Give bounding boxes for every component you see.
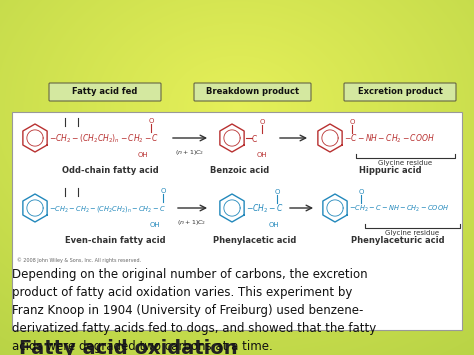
Text: Excretion product: Excretion product: [357, 87, 442, 97]
Text: O: O: [358, 189, 364, 195]
Text: Fatty acid oxidation: Fatty acid oxidation: [19, 339, 237, 355]
Text: Fatty acid fed: Fatty acid fed: [73, 87, 137, 97]
Text: O: O: [349, 119, 355, 125]
Text: OH: OH: [150, 222, 160, 228]
Text: $-CH_2-C-NH-CH_2-COOH$: $-CH_2-C-NH-CH_2-COOH$: [349, 204, 449, 214]
FancyBboxPatch shape: [49, 83, 161, 101]
Text: O: O: [259, 119, 264, 125]
Text: Odd-chain fatty acid: Odd-chain fatty acid: [62, 166, 158, 175]
Text: Depending on the original number of carbons, the excretion
product of fatty acid: Depending on the original number of carb…: [12, 268, 376, 353]
Text: Glycine residue: Glycine residue: [378, 160, 433, 166]
Text: $-CH_2-C$: $-CH_2-C$: [246, 203, 284, 215]
Text: $(n+1)C_2$: $(n+1)C_2$: [175, 148, 205, 157]
Text: C: C: [252, 135, 257, 143]
Text: $-CH_2-CH_2-(CH_2CH_2)_n-CH_2-C$: $-CH_2-CH_2-(CH_2CH_2)_n-CH_2-C$: [49, 204, 166, 214]
Text: $-CH_2-(CH_2CH_2)_n-CH_2-C$: $-CH_2-(CH_2CH_2)_n-CH_2-C$: [49, 133, 159, 145]
Text: O: O: [148, 118, 154, 124]
Text: Phenylacetic acid: Phenylacetic acid: [213, 236, 297, 245]
Bar: [12, 112, 462, 330]
Text: Hippuric acid: Hippuric acid: [359, 166, 421, 175]
Text: $(n+1)C_2$: $(n+1)C_2$: [177, 218, 207, 227]
Text: $-C-NH-CH_2-COOH$: $-C-NH-CH_2-COOH$: [344, 133, 435, 145]
Text: OH: OH: [257, 152, 268, 158]
Text: O: O: [274, 189, 280, 195]
Text: OH: OH: [269, 222, 280, 228]
Text: OH: OH: [137, 152, 148, 158]
FancyBboxPatch shape: [194, 83, 311, 101]
Text: Phenylaceturic acid: Phenylaceturic acid: [351, 236, 445, 245]
Text: Benzoic acid: Benzoic acid: [210, 166, 270, 175]
FancyBboxPatch shape: [344, 83, 456, 101]
Text: Glycine residue: Glycine residue: [385, 230, 439, 236]
Text: O: O: [160, 188, 166, 194]
Text: © 2008 John Wiley & Sons, Inc. All rights reserved.: © 2008 John Wiley & Sons, Inc. All right…: [17, 257, 141, 263]
Text: Even-chain fatty acid: Even-chain fatty acid: [64, 236, 165, 245]
Text: Breakdown product: Breakdown product: [206, 87, 299, 97]
